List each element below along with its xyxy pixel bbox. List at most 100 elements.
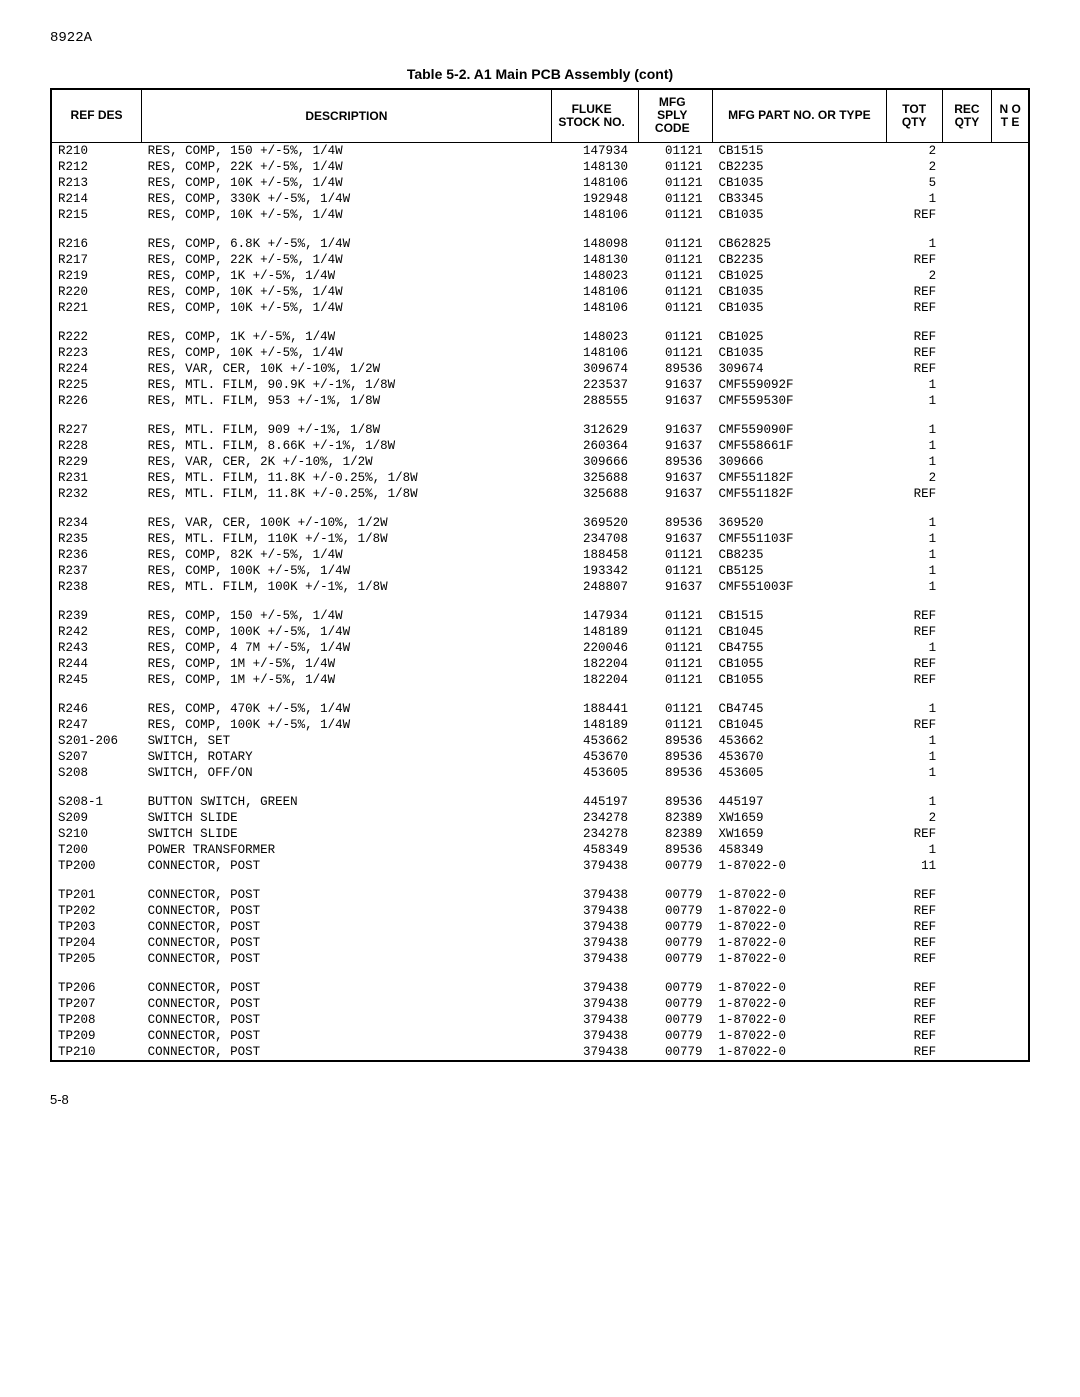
cell-stock: 379438 [551, 951, 638, 967]
cell-rec [942, 810, 992, 826]
table-row: S201-206SWITCH, SET453662895364536621 [51, 733, 1029, 749]
cell-note [992, 300, 1029, 316]
cell-sply: 89536 [638, 749, 712, 765]
table-row: R239RES, COMP, 150 +/-5%, 1/4W1479340112… [51, 595, 1029, 624]
cell-desc: RES, COMP, 10K +/-5%, 1/4W [142, 175, 552, 191]
cell-desc: CONNECTOR, POST [142, 996, 552, 1012]
cell-stock: 379438 [551, 903, 638, 919]
cell-ref: R225 [51, 377, 142, 393]
cell-tot: 1 [886, 454, 942, 470]
table-row: R225RES, MTL. FILM, 90.9K +/-1%, 1/8W223… [51, 377, 1029, 393]
cell-stock: 234278 [551, 810, 638, 826]
cell-rec [942, 470, 992, 486]
table-row: R231RES, MTL. FILM, 11.8K +/-0.25%, 1/8W… [51, 470, 1029, 486]
cell-note [992, 284, 1029, 300]
cell-sply: 89536 [638, 842, 712, 858]
cell-sply: 89536 [638, 781, 712, 810]
cell-sply: 01121 [638, 268, 712, 284]
cell-rec [942, 826, 992, 842]
cell-sply: 91637 [638, 486, 712, 502]
cell-stock: 148023 [551, 268, 638, 284]
cell-sply: 01121 [638, 175, 712, 191]
cell-ref: R227 [51, 409, 142, 438]
cell-stock: 453605 [551, 765, 638, 781]
cell-ref: TP205 [51, 951, 142, 967]
cell-desc: RES, VAR, CER, 100K +/-10%, 1/2W [142, 502, 552, 531]
header-part-no: MFG PART NO. OR TYPE [712, 89, 886, 142]
cell-note [992, 874, 1029, 903]
cell-sply: 01121 [638, 688, 712, 717]
cell-sply: 91637 [638, 579, 712, 595]
header-rec-qty: REC QTY [942, 89, 992, 142]
cell-tot: 1 [886, 733, 942, 749]
cell-sply: 91637 [638, 438, 712, 454]
cell-part: 1-87022-0 [712, 1044, 886, 1061]
cell-tot: REF [886, 967, 942, 996]
cell-ref: TP208 [51, 1012, 142, 1028]
cell-stock: 445197 [551, 781, 638, 810]
cell-note [992, 142, 1029, 159]
cell-sply: 91637 [638, 470, 712, 486]
cell-stock: 148106 [551, 300, 638, 316]
cell-tot: REF [886, 345, 942, 361]
cell-rec [942, 781, 992, 810]
cell-ref: R232 [51, 486, 142, 502]
cell-rec [942, 1028, 992, 1044]
cell-desc: RES, COMP, 10K +/-5%, 1/4W [142, 300, 552, 316]
cell-rec [942, 874, 992, 903]
cell-ref: TP207 [51, 996, 142, 1012]
table-row: R224RES, VAR, CER, 10K +/-10%, 1/2W30967… [51, 361, 1029, 377]
cell-note [992, 842, 1029, 858]
cell-stock: 312629 [551, 409, 638, 438]
cell-desc: RES, COMP, 1K +/-5%, 1/4W [142, 268, 552, 284]
cell-tot: REF [886, 284, 942, 300]
cell-ref: S209 [51, 810, 142, 826]
cell-note [992, 688, 1029, 717]
cell-ref: R229 [51, 454, 142, 470]
cell-part: 453605 [712, 765, 886, 781]
cell-rec [942, 142, 992, 159]
cell-part: XW1659 [712, 826, 886, 842]
cell-rec [942, 733, 992, 749]
cell-desc: RES, COMP, 100K +/-5%, 1/4W [142, 563, 552, 579]
table-row: R217RES, COMP, 22K +/-5%, 1/4W1481300112… [51, 252, 1029, 268]
cell-note [992, 207, 1029, 223]
cell-part: CB1515 [712, 595, 886, 624]
cell-sply: 00779 [638, 996, 712, 1012]
cell-part: 1-87022-0 [712, 903, 886, 919]
cell-rec [942, 640, 992, 656]
cell-rec [942, 223, 992, 252]
cell-sply: 89536 [638, 502, 712, 531]
cell-desc: RES, COMP, 6.8K +/-5%, 1/4W [142, 223, 552, 252]
cell-rec [942, 438, 992, 454]
cell-part: CMF559092F [712, 377, 886, 393]
page-number: 5-8 [50, 1092, 1030, 1107]
table-row: S210SWITCH SLIDE23427882389XW1659REF [51, 826, 1029, 842]
cell-rec [942, 393, 992, 409]
cell-desc: CONNECTOR, POST [142, 1012, 552, 1028]
cell-part: CB1045 [712, 717, 886, 733]
cell-sply: 01121 [638, 142, 712, 159]
cell-part: 369520 [712, 502, 886, 531]
table-row: R227RES, MTL. FILM, 909 +/-1%, 1/8W31262… [51, 409, 1029, 438]
cell-note [992, 858, 1029, 874]
table-row: TP204CONNECTOR, POST379438007791-87022-0… [51, 935, 1029, 951]
cell-rec [942, 502, 992, 531]
cell-desc: CONNECTOR, POST [142, 1028, 552, 1044]
table-row: S208-1BUTTON SWITCH, GREEN44519789536445… [51, 781, 1029, 810]
cell-stock: 148130 [551, 252, 638, 268]
cell-rec [942, 284, 992, 300]
cell-tot: REF [886, 903, 942, 919]
cell-sply: 00779 [638, 1012, 712, 1028]
cell-sply: 89536 [638, 733, 712, 749]
cell-ref: R222 [51, 316, 142, 345]
table-row: R245RES, COMP, 1M +/-5%, 1/4W18220401121… [51, 672, 1029, 688]
cell-ref: R213 [51, 175, 142, 191]
header-note: N O T E [992, 89, 1029, 142]
cell-desc: CONNECTOR, POST [142, 951, 552, 967]
cell-desc: RES, MTL. FILM, 909 +/-1%, 1/8W [142, 409, 552, 438]
table-row: R243RES, COMP, 4 7M +/-5%, 1/4W220046011… [51, 640, 1029, 656]
cell-sply: 89536 [638, 765, 712, 781]
table-title: Table 5-2. A1 Main PCB Assembly (cont) [50, 66, 1030, 82]
cell-tot: 1 [886, 640, 942, 656]
